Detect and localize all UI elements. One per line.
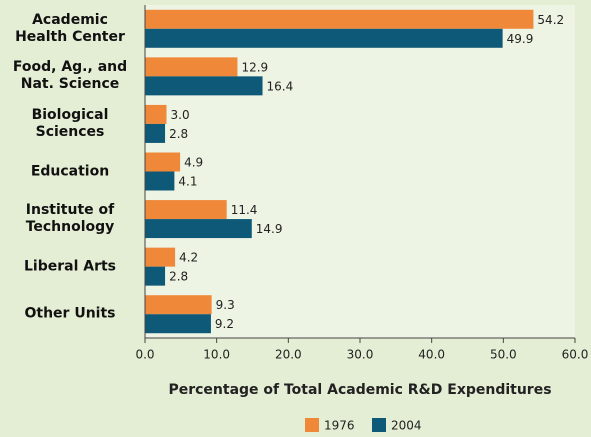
legend-label: 1976 [324,419,355,433]
bar [145,104,167,124]
y-tick-label: Biological Sciences [31,106,109,140]
bar [145,76,263,96]
y-tick-label: Institute of Technology [25,202,115,236]
x-axis-label: Percentage of Total Academic R&D Expendi… [168,382,551,398]
bar [145,295,212,315]
value-label: 4.2 [179,251,198,265]
value-label: 3.0 [171,108,190,122]
plot-area [145,5,575,338]
bar [145,57,238,77]
bar [145,200,227,220]
x-tick-label: 20.0 [275,348,302,362]
bar [145,219,252,239]
bar [145,247,176,267]
legend-label: 2004 [391,419,422,433]
value-label: 9.3 [216,298,235,312]
bar [145,28,503,48]
y-tick-label: Food, Ag., and Nat. Science [12,59,128,93]
value-label: 2.8 [169,127,188,141]
value-label: 11.4 [231,203,258,217]
y-tick-label: Other Units [24,305,116,322]
value-label: 4.9 [184,156,203,170]
bar [145,152,181,172]
x-tick-label: 50.0 [490,348,517,362]
bar [145,266,166,286]
y-tick-label: Academic Health Center [15,11,125,45]
value-label: 49.9 [507,32,534,46]
bar [145,314,211,334]
bar [145,123,166,143]
bar [145,171,175,191]
x-tick-label: 60.0 [562,348,589,362]
value-label: 4.1 [178,175,197,189]
x-tick-label: 10.0 [203,348,230,362]
value-label: 2.8 [169,270,188,284]
value-label: 54.2 [537,13,564,27]
legend-swatch [305,418,319,432]
y-tick-label: Education [30,163,110,179]
legend-swatch [372,418,386,432]
bar [145,9,534,29]
x-tick-label: 40.0 [418,348,445,362]
x-tick-label: 0.0 [135,348,154,362]
value-label: 12.9 [241,60,268,74]
x-tick-label: 30.0 [347,348,374,362]
value-label: 9.2 [215,317,234,331]
value-label: 14.9 [256,222,283,236]
value-label: 16.4 [267,79,294,93]
y-tick-label: Liberal Arts [23,258,117,275]
